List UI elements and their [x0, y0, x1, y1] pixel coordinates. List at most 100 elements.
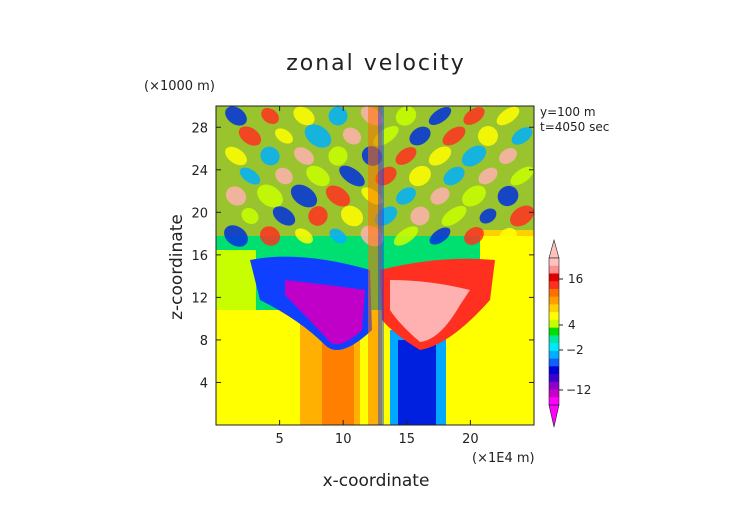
wave-cell: [259, 226, 281, 246]
x-tick-label: 5: [275, 432, 283, 447]
wave-cell: [393, 226, 419, 246]
colorbar-segment: [549, 366, 559, 375]
colorbar-segment: [549, 258, 559, 267]
colorbar-segment: [549, 327, 559, 336]
y-axis-label: z-coordinate: [167, 214, 187, 320]
wave-cell: [339, 165, 365, 187]
colorbar-segment: [549, 273, 559, 282]
wave-cell: [510, 205, 534, 227]
wave-cell: [499, 148, 517, 164]
y-axis: 4 8 12 16 20 24 28: [191, 121, 534, 391]
field-middle-left-yellow: [216, 250, 256, 310]
wave-cell: [293, 147, 315, 165]
wave-cell: [257, 184, 283, 208]
colorbar-segment: [549, 389, 559, 398]
wave-cell: [428, 146, 452, 166]
wave-cell: [443, 166, 465, 186]
wave-cell: [328, 146, 348, 166]
colorbar-segment: [549, 335, 559, 344]
y-tick-label: 28: [191, 121, 208, 136]
y-unit-label: (×1000 m): [144, 79, 215, 94]
wave-cell: [396, 187, 416, 205]
x-tick-label: 10: [335, 432, 352, 447]
colorbar-segment: [549, 265, 559, 274]
colorbar-label: 16: [568, 272, 583, 286]
wave-cell: [479, 208, 497, 224]
plot-frame: [215, 105, 535, 426]
wave-cell: [308, 206, 328, 226]
y-tick-label: 4: [200, 376, 208, 391]
wave-cell: [429, 227, 451, 245]
wave-cell: [496, 106, 520, 126]
wave-cell: [225, 186, 247, 206]
wave-cell: [478, 167, 498, 185]
wave-cell: [462, 185, 486, 207]
field-purple-core: [285, 280, 365, 345]
colorbar-frame: [548, 257, 560, 406]
y-tick-label: 24: [191, 164, 208, 179]
wave-cell: [510, 166, 534, 186]
colorbar-segment: [549, 358, 559, 367]
chart-title: zonal velocity: [286, 51, 466, 76]
heatmap-plot-area: [216, 106, 534, 425]
annotation-t: t=4050 sec: [540, 120, 609, 134]
y-tick-label: 16: [191, 249, 208, 264]
field-pink-core: [390, 280, 470, 342]
x-axis: 5 10 15 20: [275, 106, 479, 447]
wave-cell: [430, 187, 450, 205]
wave-cell: [238, 126, 262, 146]
wave-cell: [342, 127, 362, 145]
colorbar: 16 4 −2 −12: [548, 238, 591, 428]
wave-cell: [428, 106, 452, 126]
wave-cell: [463, 107, 485, 125]
colorbar-upper-extend: [548, 238, 560, 259]
wave-cell: [293, 106, 315, 126]
colorbar-segment: [549, 281, 559, 290]
colorbar-segment: [549, 319, 559, 329]
wave-cell: [328, 106, 348, 126]
colorbar-segment: [549, 374, 559, 383]
wave-cell: [461, 145, 487, 167]
colorbar-lower-extend: [548, 404, 560, 428]
colorbar-segment: [549, 350, 559, 360]
colorbar-label: 4: [568, 318, 576, 332]
wave-cell: [325, 185, 351, 207]
wave-cell: [464, 227, 484, 245]
colorbar-segment: [549, 381, 559, 391]
wave-cell: [329, 228, 347, 244]
wave-cell: [441, 205, 467, 227]
wave-cell: [224, 225, 248, 247]
wave-cell: [290, 184, 318, 208]
y-tick-label: 8: [200, 334, 208, 349]
wave-cell: [409, 126, 431, 146]
wave-cell: [272, 206, 296, 226]
colorbar-segment: [549, 343, 559, 352]
wave-cell: [225, 106, 247, 126]
annotation-y: y=100 m: [540, 105, 596, 119]
colorbar-label: −12: [566, 383, 591, 397]
wave-cell: [497, 185, 519, 207]
x-tick-label: 20: [462, 432, 479, 447]
colorbar-label: −2: [566, 343, 584, 357]
wave-cell: [304, 124, 332, 148]
wave-cell: [511, 127, 533, 145]
colorbar-segment: [549, 312, 559, 321]
wave-cell: [275, 128, 293, 144]
wave-cell: [295, 228, 313, 244]
wave-cell: [261, 108, 279, 124]
x-tick-label: 15: [399, 432, 416, 447]
x-unit-label: (×1E4 m): [472, 451, 535, 466]
y-tick-label: 20: [191, 206, 208, 221]
wave-cell: [395, 106, 417, 126]
wave-cell: [409, 165, 431, 187]
y-tick-label: 12: [191, 291, 208, 306]
colorbar-segment: [549, 288, 559, 298]
wave-cell: [442, 126, 466, 146]
wave-cell: [499, 227, 517, 245]
field-central-column: [368, 106, 382, 425]
wave-cell: [239, 167, 261, 185]
wave-cell: [241, 207, 259, 225]
field-central-column-blue: [378, 106, 384, 425]
wave-cell: [306, 165, 330, 187]
